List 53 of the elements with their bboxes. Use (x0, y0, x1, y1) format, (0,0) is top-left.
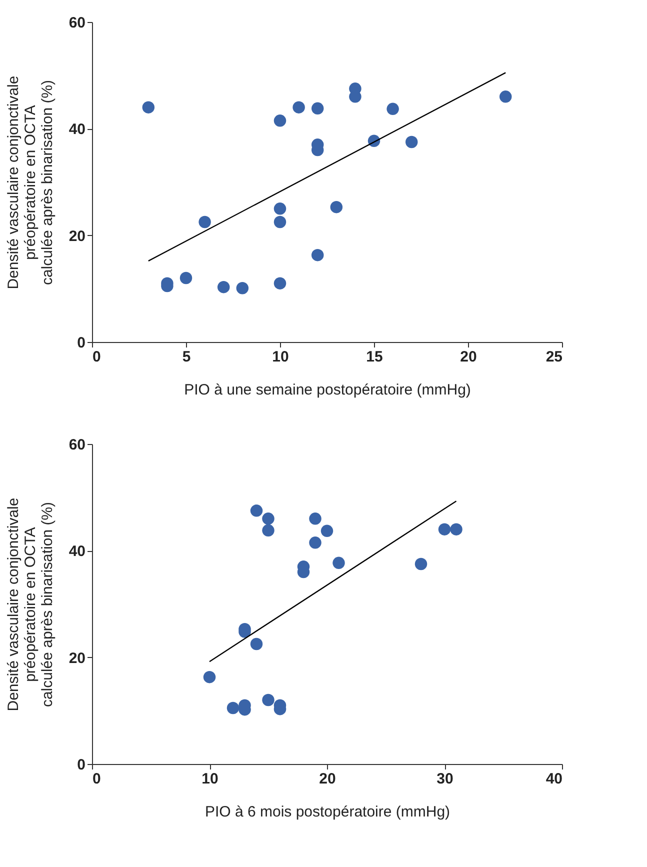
point (250, 638, 263, 650)
point (311, 248, 324, 262)
y-tick-label: 60 (68, 14, 86, 32)
point (180, 272, 192, 284)
x-tick-label: 15 (366, 348, 383, 366)
point (438, 523, 451, 536)
x-axis-title: PIO à une semaine postopératoire (mmHg) (184, 382, 471, 398)
point (274, 114, 286, 127)
x-tick-label: 40 (546, 770, 562, 788)
x-tick-label: 30 (436, 770, 454, 788)
point (274, 202, 286, 215)
point (262, 512, 274, 525)
point (499, 90, 512, 103)
point (450, 523, 462, 536)
point (236, 282, 249, 294)
point (198, 216, 211, 228)
x-axis-title: PIO à 6 mois postopératoire (mmHg) (204, 804, 450, 820)
point (332, 556, 345, 570)
y-tick-label: 20 (68, 650, 86, 667)
point (262, 694, 274, 706)
y-tick-label: 40 (68, 543, 86, 560)
point (309, 536, 322, 549)
y-tick-label: 60 (68, 436, 86, 454)
x-tick-label: 20 (319, 770, 336, 788)
y-tick-label: 0 (77, 334, 86, 352)
point (262, 524, 274, 537)
x-tick-label: 0 (92, 770, 101, 788)
point (320, 524, 334, 538)
y-tick-label: 0 (77, 756, 86, 774)
point (274, 277, 286, 290)
x-tick-label: 5 (182, 348, 191, 366)
y-axis-title: Densité vasculaire conjonctivale préopératoire en OCTA calculée après binarisation (%) (4, 498, 56, 712)
point (142, 101, 155, 114)
point (203, 670, 216, 684)
x-tick-label: 10 (272, 348, 289, 366)
point (226, 702, 240, 714)
y-tick-label: 40 (68, 121, 86, 138)
point (274, 216, 286, 228)
point (250, 504, 263, 517)
x-tick-label: 20 (460, 348, 477, 366)
point (217, 280, 230, 294)
point (414, 558, 428, 570)
point (405, 136, 418, 148)
x-tick-label: 0 (92, 348, 101, 366)
point (292, 101, 305, 114)
y-tick-label: 20 (68, 228, 86, 245)
x-tick-label: 25 (546, 348, 562, 366)
point (311, 102, 324, 115)
point (386, 102, 399, 116)
x-tick-label: 10 (202, 770, 218, 788)
point (330, 200, 343, 214)
point (309, 512, 322, 525)
y-axis-title: Densité vasculaire conjonctivale préopératoire en OCTA calculée après binarisation (%) (4, 76, 56, 290)
